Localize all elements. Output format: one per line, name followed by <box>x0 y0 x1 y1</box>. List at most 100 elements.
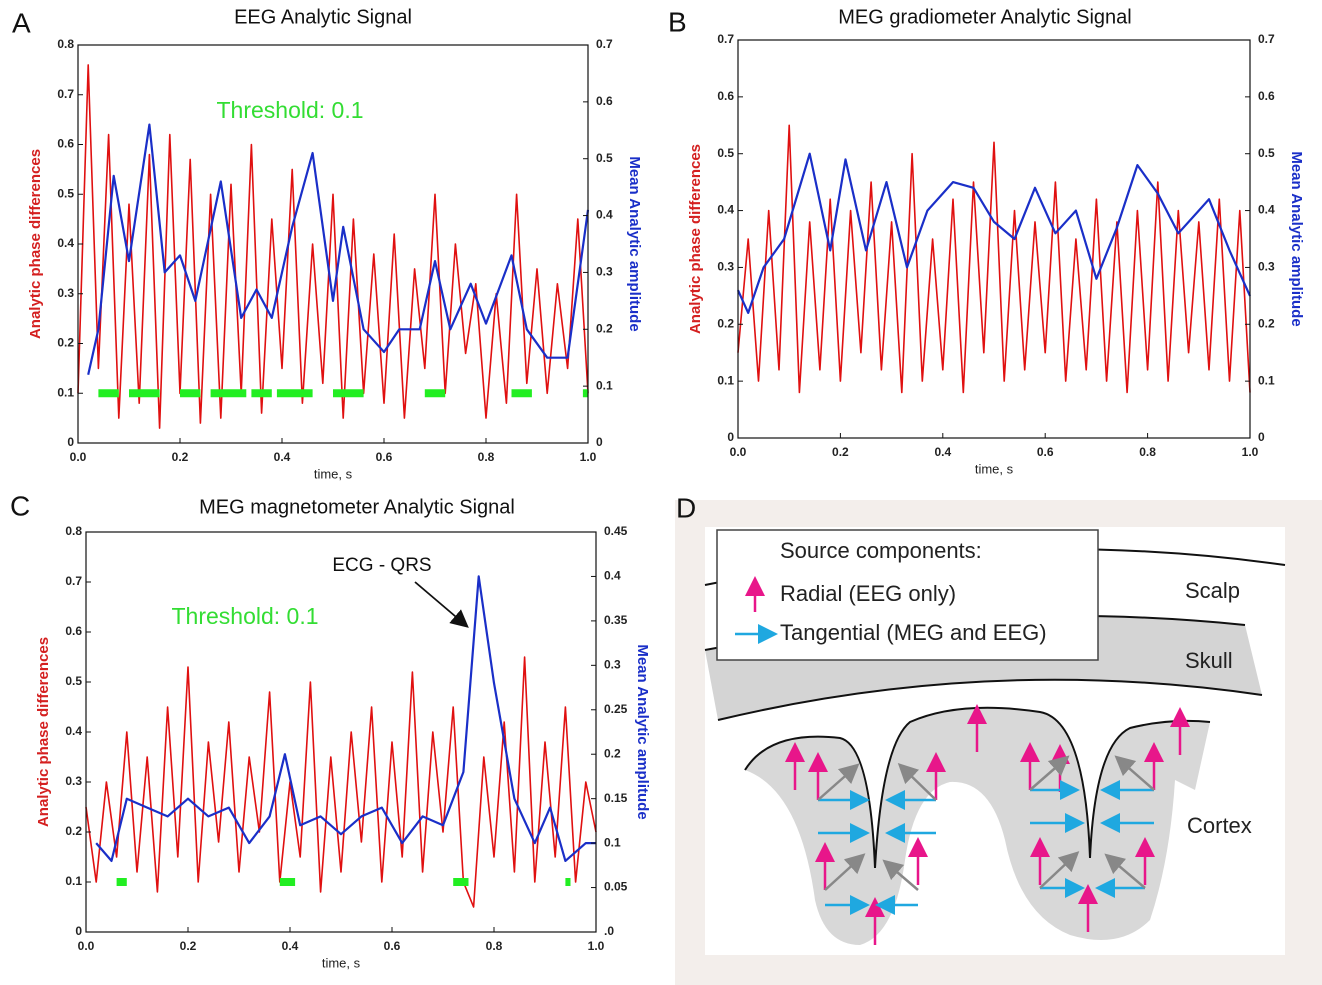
y-tick-label: 0.5 <box>65 674 82 688</box>
y-tick-label: 0.4 <box>65 724 82 738</box>
legend-title: Source components: <box>780 538 982 563</box>
y-tick-label: 0.7 <box>65 574 82 588</box>
x-tick-label: 0.4 <box>934 445 951 459</box>
annotation-arrow <box>414 581 469 628</box>
panel-letter: D <box>676 492 696 523</box>
y-tick-label: 0.1 <box>717 373 734 387</box>
y2-tick-label: 0.4 <box>604 569 621 583</box>
x-tick-label: 1.0 <box>588 939 605 953</box>
data-line <box>737 124 1251 394</box>
y2-tick-label: 0.2 <box>1258 316 1275 330</box>
y-tick-label: 0.6 <box>717 89 734 103</box>
legend-item: Tangential (MEG and EEG) <box>780 620 1047 645</box>
y-tick-label: 0.3 <box>717 260 734 274</box>
x-tick-label: 0.2 <box>180 939 197 953</box>
y2-tick-label: 0.1 <box>596 378 613 392</box>
threshold-segment <box>333 389 364 398</box>
y-tick-label: 0.8 <box>65 524 82 538</box>
threshold-segment <box>180 389 201 398</box>
data-line <box>736 152 1252 314</box>
legend-box <box>716 529 1099 661</box>
y2-tick-label: 0 <box>596 435 603 449</box>
scalp-label: Scalp <box>1185 578 1240 603</box>
source-arrow <box>1039 851 1080 889</box>
y2-tick-label: 0.2 <box>596 321 613 335</box>
threshold-segment <box>98 389 119 398</box>
threshold-segment <box>276 389 313 398</box>
threshold-label: Threshold: 0.1 <box>216 97 363 123</box>
y-tick-label: 0.4 <box>57 236 74 250</box>
threshold-segment <box>565 878 571 886</box>
y-tick-label: 0 <box>67 435 74 449</box>
y2-tick-label: 0.05 <box>604 880 628 894</box>
skull-inner <box>717 678 1263 721</box>
y2-tick-label: 0.3 <box>596 265 613 279</box>
x-tick-label: 0.6 <box>384 939 401 953</box>
y-axis-label: Analytic phase differences <box>35 637 52 827</box>
x-tick-label: 0.4 <box>274 450 291 464</box>
y-tick-label: 0 <box>727 430 734 444</box>
y-tick-label: 0.2 <box>717 316 734 330</box>
x-tick-label: 0.0 <box>70 450 87 464</box>
y-tick-label: 0.3 <box>65 774 82 788</box>
x-tick-label: 0.6 <box>1037 445 1054 459</box>
x-axis-label: time, s <box>322 955 361 970</box>
y2-tick-label: 0.1 <box>1258 373 1275 387</box>
x-axis-label: time, s <box>975 461 1014 476</box>
y-tick-label: 0.6 <box>57 137 74 151</box>
x-tick-label: 0.2 <box>172 450 189 464</box>
x-tick-label: 0.2 <box>832 445 849 459</box>
chart-title: EEG Analytic Signal <box>234 6 412 28</box>
y-tick-label: 0.6 <box>65 624 82 638</box>
chart-title: MEG gradiometer Analytic Signal <box>838 6 1131 28</box>
y2-tick-label: 0.7 <box>1258 32 1275 46</box>
x-tick-label: 0.6 <box>376 450 393 464</box>
x-tick-label: 0.8 <box>478 450 495 464</box>
y-tick-label: 0.5 <box>57 186 74 200</box>
y2-axis-label: Mean Analytic amplitude <box>1288 151 1305 326</box>
y-tick-label: 0.1 <box>65 874 82 888</box>
threshold-segment <box>210 389 247 398</box>
y-tick-label: 0.5 <box>717 146 734 160</box>
threshold-segment <box>116 878 127 886</box>
source-arrows <box>785 704 1190 945</box>
chart-title: MEG magnetometer Analytic Signal <box>199 496 515 518</box>
y2-tick-label: 0.45 <box>604 524 628 538</box>
y2-tick-label: 0.4 <box>596 208 613 222</box>
y-tick-label: 0.2 <box>65 824 82 838</box>
y2-tick-label: 0 <box>1258 430 1265 444</box>
y-axis-label: Analytic phase differences <box>687 144 704 334</box>
threshold-segment <box>511 389 532 398</box>
y-tick-label: 0.7 <box>717 32 734 46</box>
skull-label: Skull <box>1185 648 1233 673</box>
x-tick-label: 1.0 <box>1242 445 1259 459</box>
source-arrow <box>882 859 919 891</box>
data-line <box>95 575 596 862</box>
y2-tick-label: 0.25 <box>604 702 628 716</box>
source-arrow <box>897 763 937 801</box>
threshold-segment <box>424 389 446 398</box>
y2-tick-label: 0.35 <box>604 613 628 627</box>
y-tick-label: 0.8 <box>57 37 74 51</box>
x-tick-label: 0.0 <box>730 445 747 459</box>
source-arrow <box>1114 755 1155 791</box>
legend-item: Radial (EEG only) <box>780 581 956 606</box>
threshold-segment <box>582 389 588 398</box>
y-tick-label: 0.1 <box>57 385 74 399</box>
threshold-segment <box>279 878 296 886</box>
x-tick-label: 0.8 <box>486 939 503 953</box>
threshold-segment <box>129 389 160 398</box>
x-tick-label: 0.8 <box>1139 445 1156 459</box>
x-tick-label: 0.4 <box>282 939 299 953</box>
data-line <box>87 123 590 376</box>
y2-axis-label: Mean Analytic amplitude <box>626 156 643 331</box>
data-line <box>85 656 597 908</box>
y2-tick-label: 0.6 <box>596 94 613 108</box>
y2-tick-label: 0.5 <box>596 151 613 165</box>
y2-tick-label: 0.15 <box>604 791 628 805</box>
x-tick-label: 1.0 <box>580 450 597 464</box>
threshold-segment <box>453 878 469 886</box>
y-axis-label: Analytic phase differences <box>27 149 44 339</box>
